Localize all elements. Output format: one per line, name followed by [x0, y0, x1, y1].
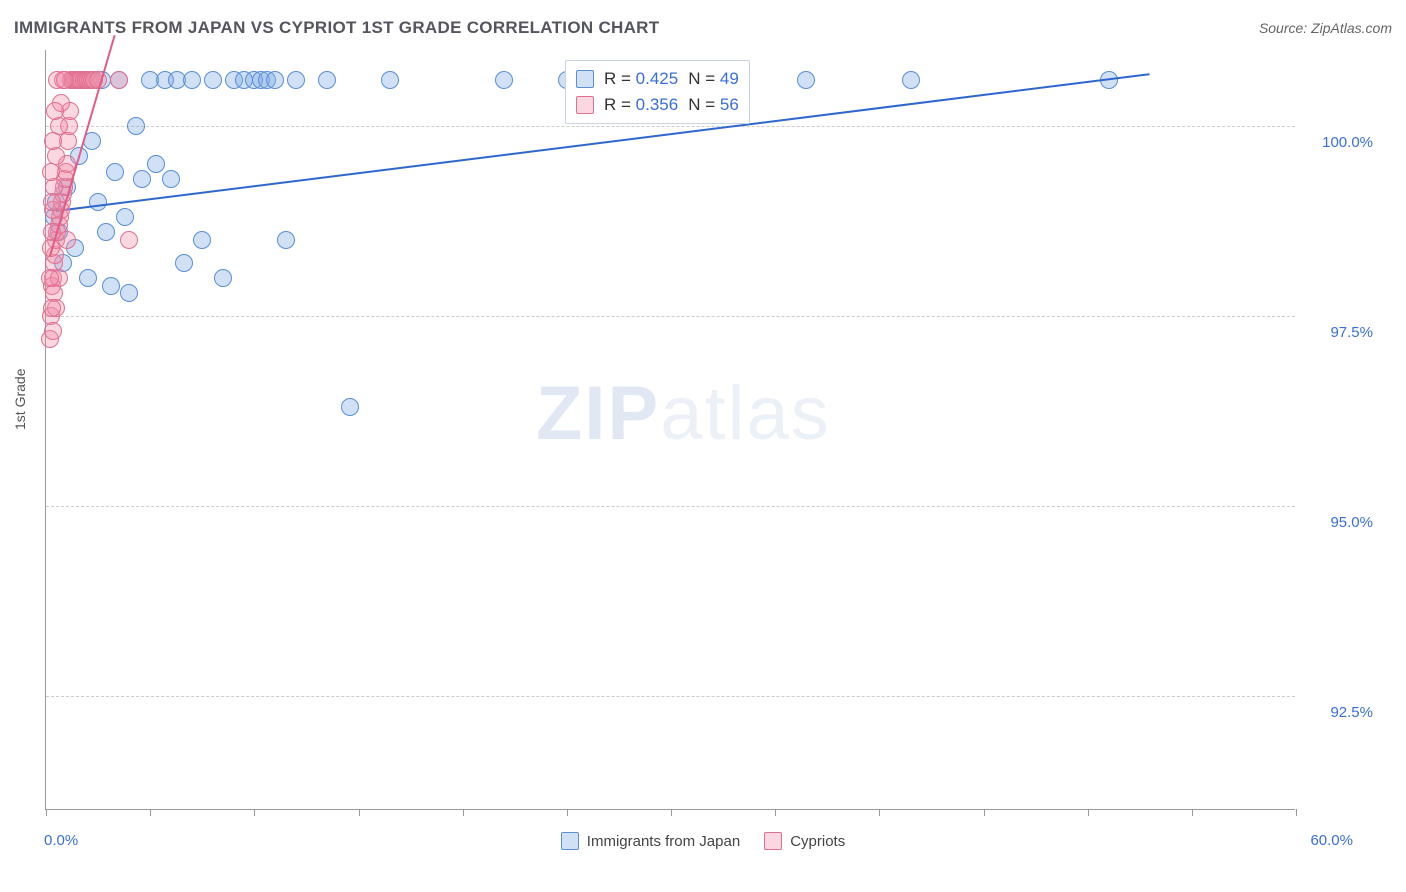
data-point: [46, 102, 64, 120]
data-point: [56, 71, 74, 89]
y-tick-label: 100.0%: [1322, 134, 1373, 151]
data-point: [79, 269, 97, 287]
data-point: [44, 322, 62, 340]
data-point: [102, 277, 120, 295]
data-point: [902, 71, 920, 89]
data-point: [120, 284, 138, 302]
x-tick: [775, 809, 776, 816]
y-tick-label: 97.5%: [1330, 324, 1373, 341]
y-axis-title: 1st Grade: [12, 369, 28, 430]
watermark-zip: ZIP: [536, 371, 660, 456]
data-point: [175, 254, 193, 272]
data-point: [277, 231, 295, 249]
n-label: N = 56: [688, 95, 739, 115]
data-point: [44, 132, 62, 150]
data-point: [381, 71, 399, 89]
x-tick: [879, 809, 880, 816]
plot-area: ZIPatlas 92.5%95.0%97.5%100.0%0.0%60.0%R…: [45, 50, 1295, 810]
data-point: [341, 398, 359, 416]
x-tick: [984, 809, 985, 816]
data-point: [42, 163, 60, 181]
data-point: [43, 193, 61, 211]
data-point: [116, 208, 134, 226]
data-point: [183, 71, 201, 89]
y-tick-label: 95.0%: [1330, 514, 1373, 531]
data-point: [495, 71, 513, 89]
legend-item: Immigrants from Japan: [561, 832, 740, 850]
x-tick: [150, 809, 151, 816]
stats-row: R = 0.425 N = 49: [576, 66, 739, 92]
gridline: [46, 126, 1295, 127]
data-point: [318, 71, 336, 89]
data-point: [266, 71, 284, 89]
data-point: [204, 71, 222, 89]
data-point: [147, 155, 165, 173]
data-point: [58, 231, 76, 249]
watermark-atlas: atlas: [660, 371, 831, 456]
data-point: [214, 269, 232, 287]
series-swatch: [576, 96, 594, 114]
data-point: [89, 193, 107, 211]
legend-label: Immigrants from Japan: [587, 833, 740, 850]
y-tick-label: 92.5%: [1330, 704, 1373, 721]
r-label: R = 0.356: [604, 95, 678, 115]
data-point: [97, 223, 115, 241]
data-point: [106, 163, 124, 181]
x-tick: [567, 809, 568, 816]
gridline: [46, 506, 1295, 507]
data-point: [120, 231, 138, 249]
legend: Immigrants from Japan Cypriots: [0, 832, 1406, 850]
x-tick: [463, 809, 464, 816]
gridline: [46, 316, 1295, 317]
stats-box: R = 0.425 N = 49 R = 0.356 N = 56: [565, 60, 750, 124]
stats-row: R = 0.356 N = 56: [576, 92, 739, 118]
series-swatch: [576, 70, 594, 88]
data-point: [43, 299, 61, 317]
legend-swatch: [764, 832, 782, 850]
legend-item: Cypriots: [764, 832, 845, 850]
data-point: [162, 170, 180, 188]
watermark: ZIPatlas: [536, 370, 831, 457]
data-point: [110, 71, 128, 89]
data-point: [797, 71, 815, 89]
source-attribution: Source: ZipAtlas.com: [1259, 20, 1392, 36]
x-tick: [46, 809, 47, 816]
chart-title: IMMIGRANTS FROM JAPAN VS CYPRIOT 1ST GRA…: [14, 18, 659, 38]
r-label: R = 0.425: [604, 69, 678, 89]
data-point: [133, 170, 151, 188]
legend-swatch: [561, 832, 579, 850]
gridline: [46, 696, 1295, 697]
data-point: [193, 231, 211, 249]
x-tick: [359, 809, 360, 816]
x-tick: [254, 809, 255, 816]
n-label: N = 49: [688, 69, 739, 89]
data-point: [127, 117, 145, 135]
x-tick: [1192, 809, 1193, 816]
legend-label: Cypriots: [790, 833, 845, 850]
data-point: [287, 71, 305, 89]
x-tick: [1296, 809, 1297, 816]
data-point: [41, 269, 59, 287]
x-tick: [1088, 809, 1089, 816]
x-tick: [671, 809, 672, 816]
title-bar: IMMIGRANTS FROM JAPAN VS CYPRIOT 1ST GRA…: [14, 18, 1392, 38]
